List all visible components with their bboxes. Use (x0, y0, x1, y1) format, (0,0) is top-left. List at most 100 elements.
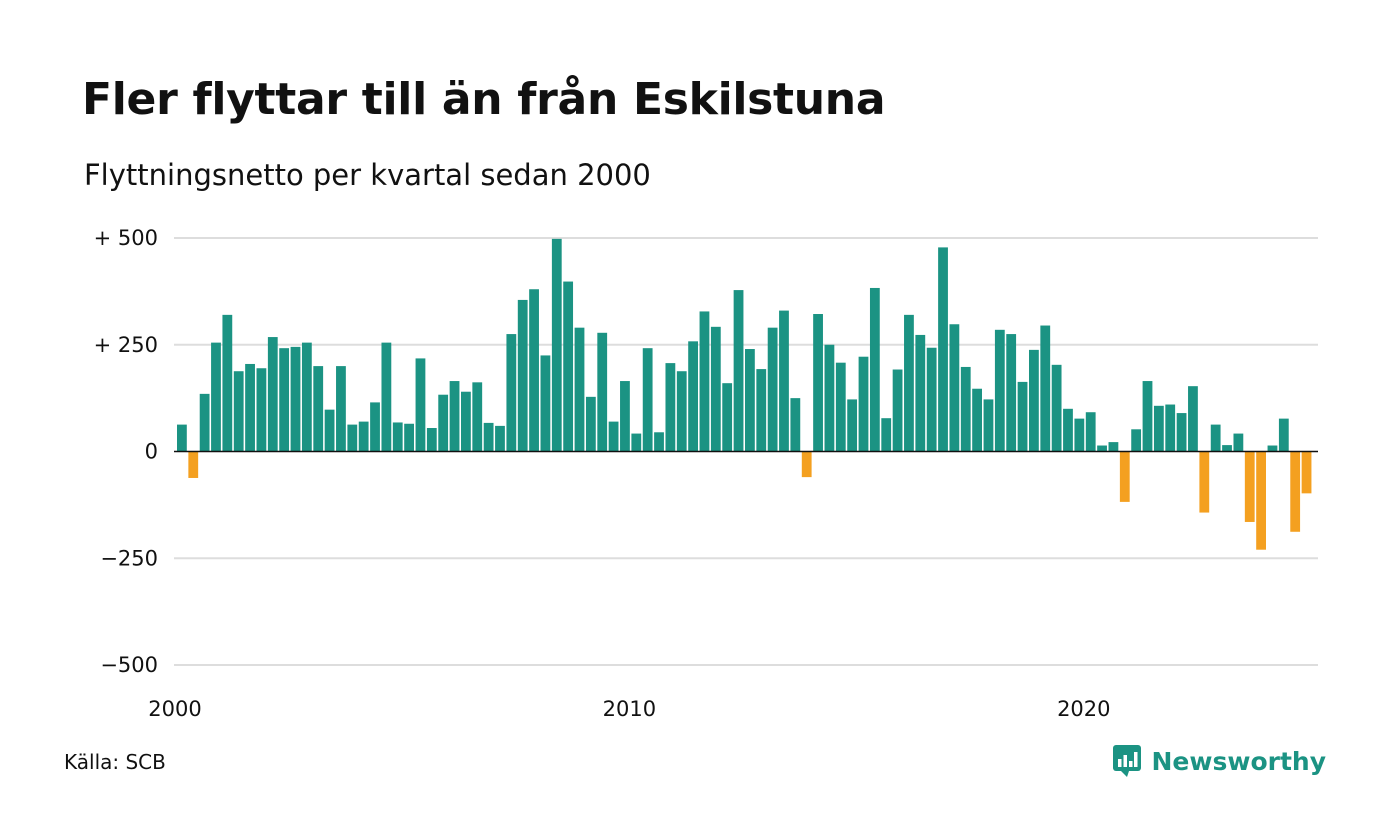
bar (904, 314, 914, 452)
bar (960, 366, 971, 452)
bar (835, 362, 846, 452)
bar (665, 363, 676, 452)
bar (290, 346, 301, 452)
bar (1301, 451, 1312, 494)
bar (324, 409, 335, 452)
bar (779, 310, 789, 452)
bar (801, 451, 812, 478)
bar (1165, 404, 1176, 452)
bar (177, 424, 187, 452)
bar (983, 399, 994, 452)
x-tick-label: 2010 (603, 697, 656, 721)
bar (415, 358, 426, 452)
bar (1063, 408, 1073, 452)
bar (1290, 451, 1301, 532)
bar (313, 366, 324, 452)
source-note: Källa: SCB (64, 750, 166, 774)
brand-logo: Newsworthy (1112, 744, 1327, 778)
bar (438, 394, 449, 452)
bar (1233, 433, 1244, 452)
bar (892, 369, 903, 452)
bar (426, 428, 437, 452)
bar (722, 383, 733, 452)
bar (1006, 334, 1017, 452)
bar (233, 371, 244, 452)
bar (847, 399, 858, 452)
bar (381, 342, 392, 452)
bar (301, 342, 312, 452)
bar (608, 421, 619, 452)
bar (517, 299, 528, 452)
bar (1176, 413, 1187, 452)
bar (881, 418, 892, 452)
x-tick-label: 2000 (148, 697, 201, 721)
bar (745, 349, 755, 452)
bar (585, 396, 596, 452)
bar (676, 371, 687, 452)
bar (256, 368, 267, 452)
bar (279, 348, 290, 452)
bar (529, 289, 539, 452)
bar (199, 393, 210, 452)
bar (222, 314, 233, 452)
bar (1142, 381, 1153, 452)
bar (1278, 418, 1289, 452)
y-tick-label: 0 (145, 440, 158, 464)
bar (472, 382, 483, 452)
bar (813, 314, 823, 452)
bar (540, 355, 551, 452)
bar (1029, 349, 1039, 452)
bar (370, 402, 380, 452)
chart-subtitle: Flyttningsnetto per kvartal sedan 2000 (84, 158, 651, 192)
bar (858, 356, 869, 452)
bar (1097, 445, 1107, 452)
bar (404, 423, 414, 452)
bar (1256, 451, 1266, 550)
bar (654, 432, 664, 452)
bar (1222, 445, 1232, 452)
bar (483, 422, 494, 452)
bar (710, 326, 721, 452)
bar (188, 451, 199, 478)
bar (461, 391, 471, 452)
bar (1085, 412, 1096, 452)
bar (597, 332, 608, 452)
bar (347, 424, 358, 452)
bar (699, 311, 710, 452)
bar (1199, 451, 1210, 513)
newsworthy-logo-icon (1112, 745, 1141, 777)
bar (1108, 442, 1119, 452)
brand-label: Newsworthy (1151, 746, 1327, 776)
bar (551, 238, 562, 452)
y-axis-labels: + 500 + 250 0 −250 −500 (94, 226, 158, 677)
bar (574, 327, 585, 452)
bar (938, 247, 948, 452)
bar (1210, 424, 1221, 452)
bar (790, 398, 801, 452)
bar (267, 337, 278, 452)
x-axis-labels: 2000 2010 2020 (148, 697, 1110, 721)
bar (1188, 386, 1198, 452)
bar (688, 341, 698, 452)
bar (358, 421, 369, 452)
bar (1153, 405, 1164, 452)
bar (733, 290, 744, 452)
bar (767, 327, 778, 452)
bar (211, 342, 221, 452)
bar (1040, 325, 1051, 452)
bar (926, 347, 937, 452)
bar (336, 366, 346, 452)
bar (994, 329, 1005, 452)
bar (949, 324, 960, 452)
bar (869, 287, 880, 452)
bar (1017, 381, 1028, 452)
bar (506, 334, 517, 452)
x-tick-label: 2020 (1057, 697, 1110, 721)
y-tick-label: −250 (100, 546, 158, 570)
bar (495, 425, 505, 452)
bar (1267, 445, 1278, 452)
bar (824, 344, 835, 452)
y-tick-label: + 500 (94, 226, 158, 250)
bar (756, 369, 767, 452)
